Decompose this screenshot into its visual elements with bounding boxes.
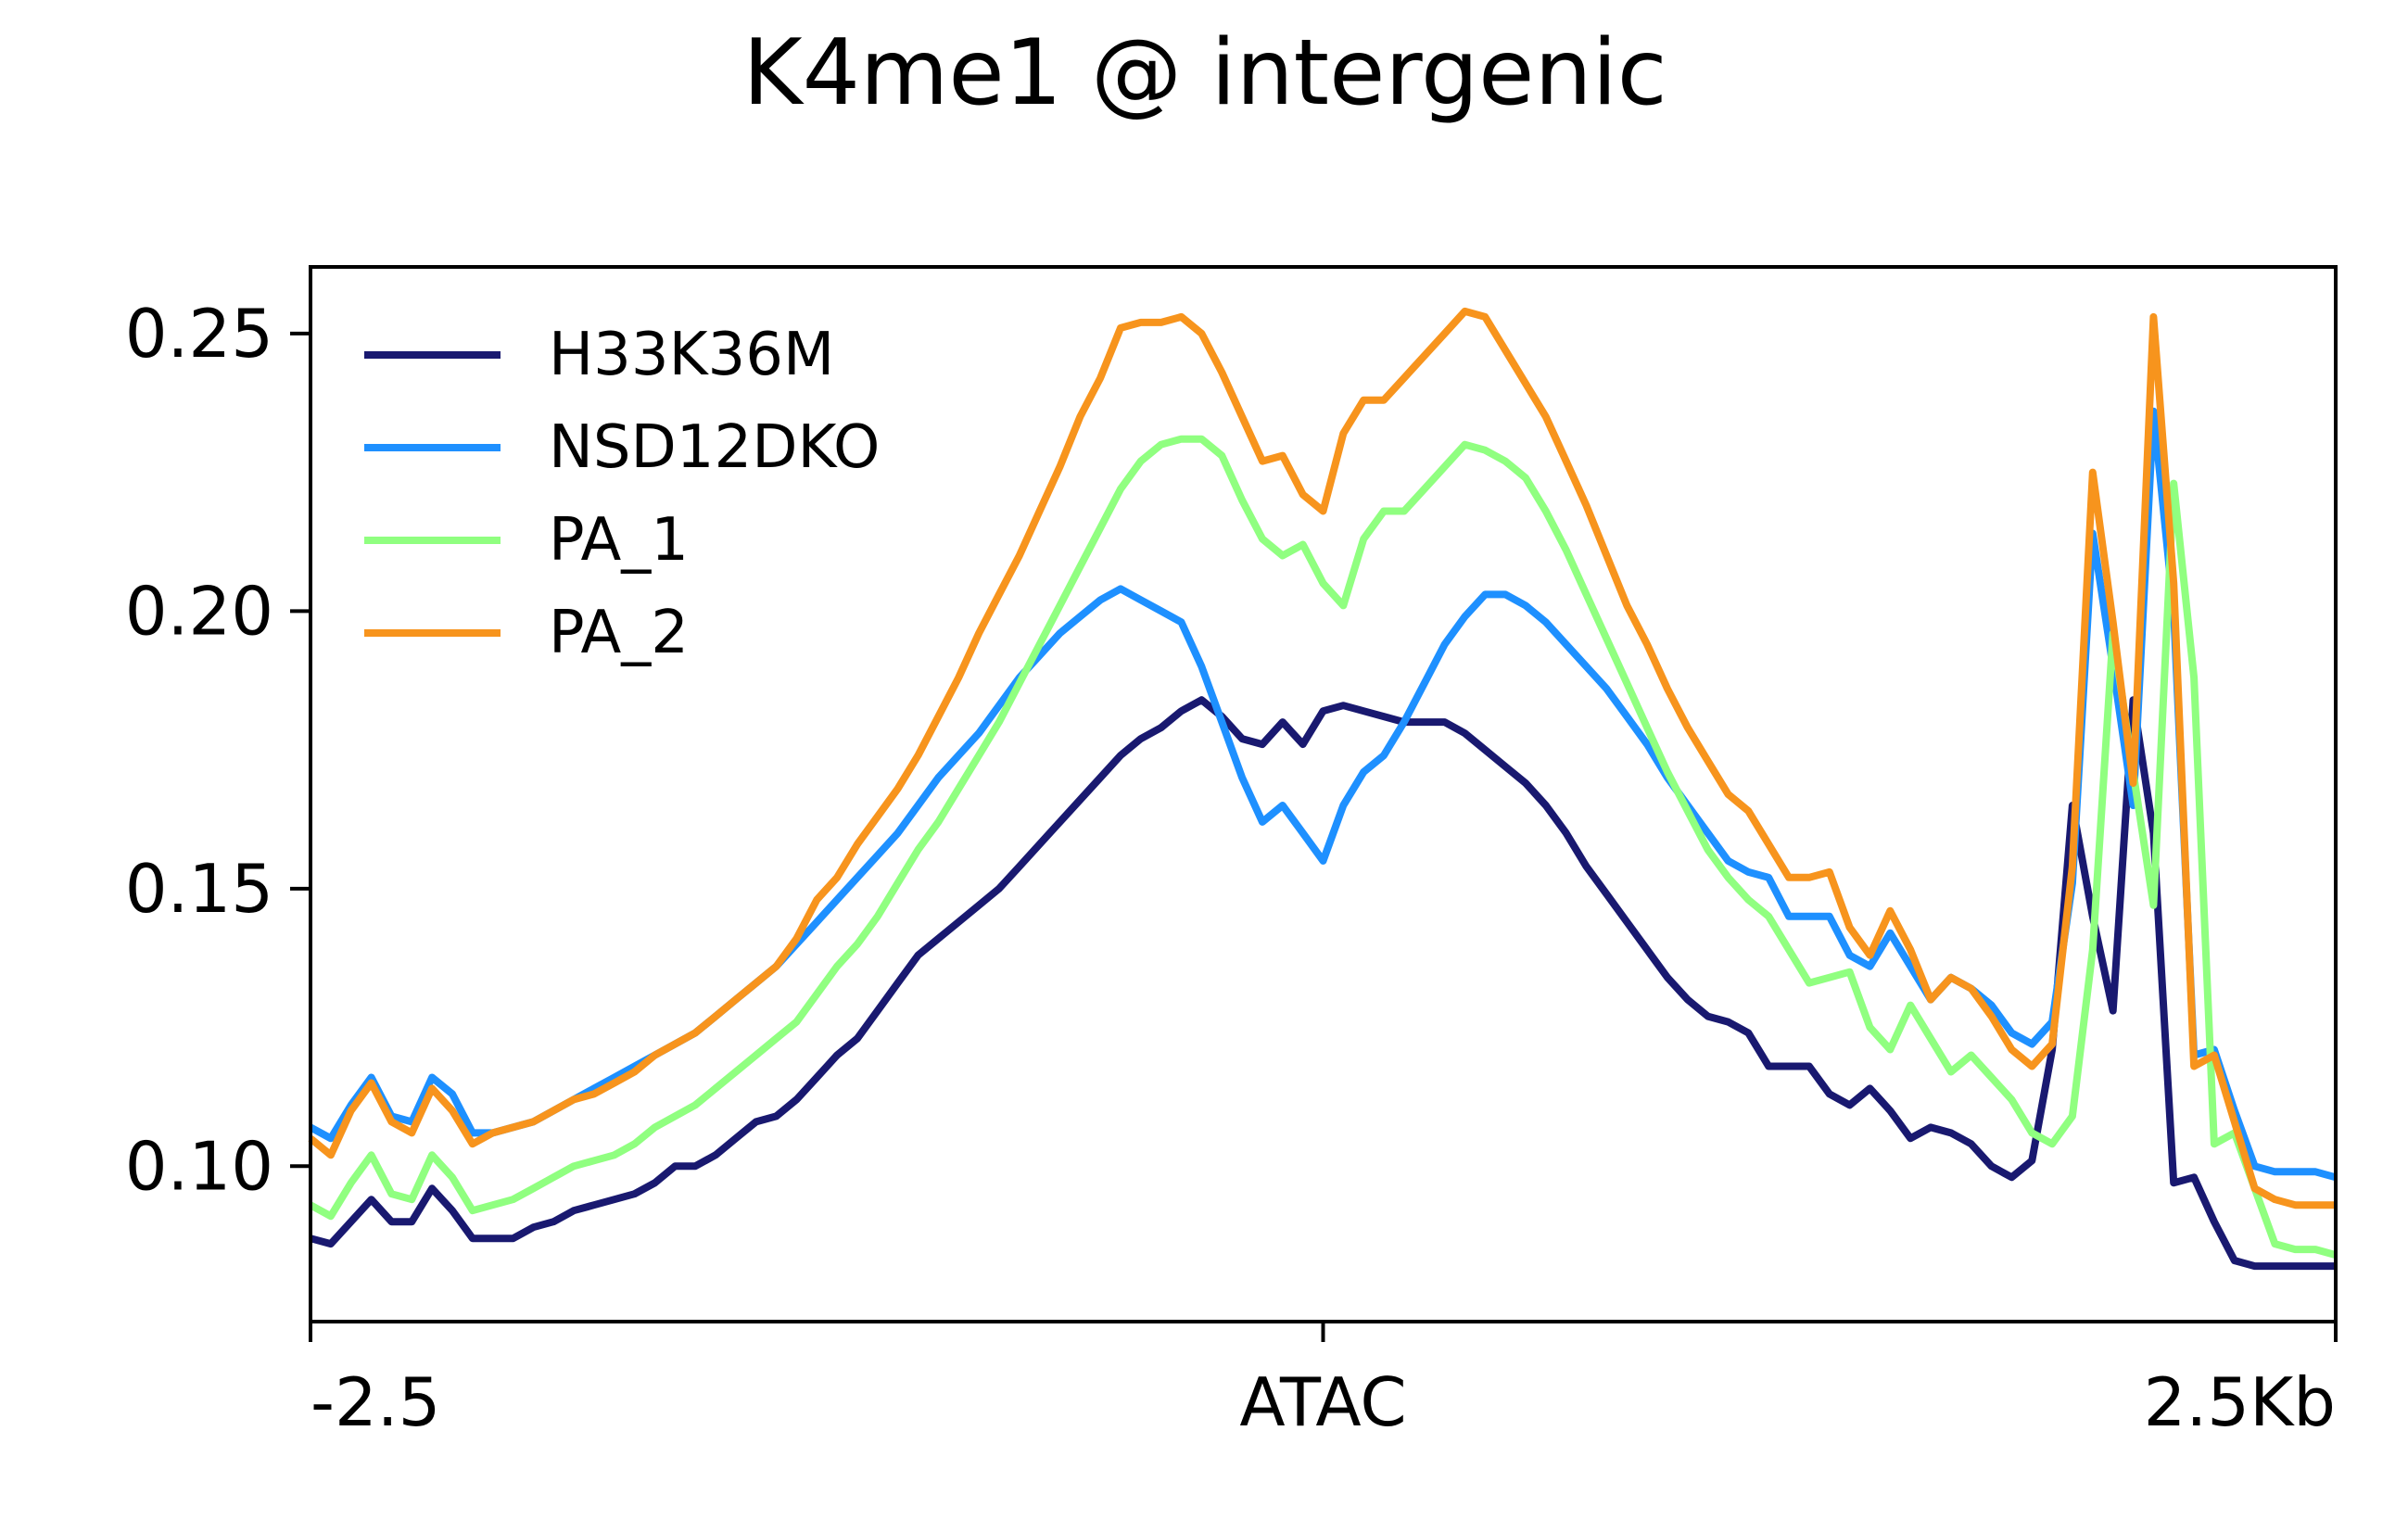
y-tick: 0.20 xyxy=(125,572,311,650)
y-tick: 0.25 xyxy=(125,295,311,373)
y-tick-label: 0.15 xyxy=(125,850,273,928)
series-line xyxy=(308,307,2336,1209)
legend: H33K36M NSD12DKO PA_1 PA_2 xyxy=(364,321,880,667)
legend-item: PA_1 xyxy=(364,506,689,575)
x-tick-label: -2.5 xyxy=(311,1363,440,1441)
series-layer xyxy=(308,307,2338,1271)
x-tick: 2.5Kb xyxy=(2144,1322,2338,1441)
legend-label: PA_2 xyxy=(549,599,689,667)
x-tick: -2.5 xyxy=(309,1322,440,1441)
legend-label: PA_1 xyxy=(549,506,689,575)
x-tick-label: 2.5Kb xyxy=(2144,1363,2336,1441)
y-tick-label: 0.20 xyxy=(125,572,273,650)
y-tick-label: 0.25 xyxy=(125,295,273,373)
legend-label: H33K36M xyxy=(549,321,834,389)
chart-title: K4me1 @ intergenic xyxy=(742,20,1667,126)
legend-item: NSD12DKO xyxy=(364,413,880,482)
y-tick-label: 0.10 xyxy=(125,1127,273,1205)
x-tick-label: ATAC xyxy=(1239,1363,1406,1441)
series-line xyxy=(309,696,2336,1271)
legend-item: PA_2 xyxy=(364,599,689,667)
y-tick: 0.15 xyxy=(125,850,311,928)
y-tick: 0.10 xyxy=(125,1127,311,1205)
x-axis: -2.5 ATAC 2.5Kb xyxy=(309,1322,2338,1441)
legend-label: NSD12DKO xyxy=(549,413,880,482)
x-tick: ATAC xyxy=(1239,1322,1407,1441)
y-axis: 0.10 0.15 0.20 0.25 xyxy=(125,295,311,1205)
series-line xyxy=(309,435,2338,1259)
legend-item: H33K36M xyxy=(364,321,834,389)
